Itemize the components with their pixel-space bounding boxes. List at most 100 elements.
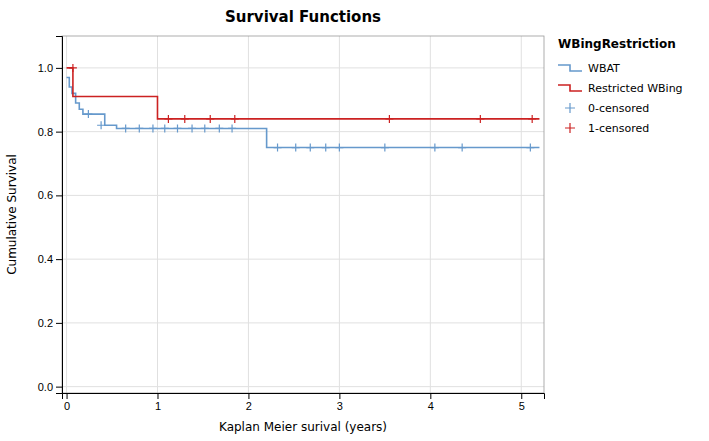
x-tick-label: 5 [519, 400, 525, 412]
legend-swatch [565, 103, 575, 113]
x-tick-label: 1 [155, 400, 161, 412]
grid-line-x [339, 36, 340, 393]
legend-item: 0-censored [565, 102, 649, 115]
censored-mark [458, 144, 466, 152]
x-tick: 0 [64, 393, 70, 412]
x-tick-label: 3 [337, 400, 343, 412]
censored-mark [335, 144, 343, 152]
y-tick: 0.0 [38, 381, 62, 393]
x-tick-mark [157, 393, 158, 399]
x-tick: 4 [428, 393, 434, 412]
censored-mark [164, 115, 172, 123]
y-tick-label: 1.0 [38, 62, 53, 74]
x-axis-line [63, 394, 545, 400]
legend-item: Restricted WBing [558, 82, 683, 95]
grid-line-y [62, 259, 544, 260]
x-tick: 5 [519, 393, 525, 412]
x-tick-mark [248, 393, 249, 399]
legend-label: WBAT [588, 62, 620, 75]
censored-mark [528, 115, 536, 123]
plot-area: 0 1 2 3 4 5 0.0 0.2 0.4 0.6 0.8 1.0 [38, 36, 545, 412]
censored-mark [385, 115, 393, 123]
censored-mark [476, 115, 484, 123]
censored-mark [188, 124, 196, 132]
legend-title: WBingRestriction [558, 37, 676, 51]
x-tick-mark [339, 393, 340, 399]
chart-title: Survival Functions [225, 8, 381, 26]
survival-curve [67, 68, 540, 119]
legend-label: 0-censored [588, 102, 649, 115]
y-tick-label: 0.0 [38, 381, 53, 393]
censored-mark [306, 144, 314, 152]
legend-label: 1-censored [588, 122, 649, 135]
y-tick-mark [56, 195, 62, 196]
x-tick-label: 4 [428, 400, 434, 412]
x-axis: 0 1 2 3 4 5 [63, 393, 545, 412]
grid-line-y [62, 386, 544, 387]
censored-mark [231, 115, 239, 123]
grid-line-x [521, 36, 522, 393]
y-tick: 0.8 [38, 126, 62, 138]
grid-line-x [157, 36, 158, 393]
x-tick-mark [67, 393, 68, 399]
x-tick-label: 0 [64, 400, 70, 412]
censored-mark [292, 144, 300, 152]
censored-mark [431, 144, 439, 152]
y-tick-label: 0.8 [38, 126, 53, 138]
censored-mark [122, 124, 130, 132]
censored-mark [228, 124, 236, 132]
censored-mark [381, 144, 389, 152]
censored-mark [526, 144, 534, 152]
censored-mark [161, 124, 169, 132]
x-tick-mark [430, 393, 431, 399]
x-tick: 2 [246, 393, 252, 412]
censored-mark [84, 110, 92, 118]
y-tick: 1.0 [38, 62, 62, 74]
plot-frame [62, 36, 544, 393]
chart-svg: 0 1 2 3 4 5 0.0 0.2 0.4 0.6 0.8 1.0 Survival Functio… [0, 0, 709, 441]
censored-mark [135, 124, 143, 132]
censored-mark [206, 115, 214, 123]
censored-mark [322, 144, 330, 152]
y-tick-mark [56, 259, 62, 260]
y-tick-mark [56, 68, 62, 69]
grid-line-x [248, 36, 249, 393]
legend-swatch [565, 123, 575, 133]
x-tick: 1 [155, 393, 161, 412]
y-tick-mark [56, 323, 62, 324]
censored-mark [149, 124, 157, 132]
grid [62, 36, 544, 393]
y-tick-label: 0.4 [38, 253, 53, 265]
y-tick: 0.2 [38, 317, 62, 329]
x-tick: 3 [337, 393, 343, 412]
y-tick: 0.6 [38, 189, 62, 201]
censored-mark [173, 124, 181, 132]
censored-mark [181, 115, 189, 123]
y-axis-title: Cumulative Survival [5, 154, 19, 275]
censored-mark [215, 124, 223, 132]
legend-label: Restricted WBing [588, 82, 683, 95]
marks [67, 64, 540, 152]
grid-line-x [430, 36, 431, 393]
y-tick-mark [56, 132, 62, 133]
censored-mark [201, 124, 209, 132]
x-tick-mark [521, 393, 522, 399]
y-tick: 0.4 [38, 253, 62, 265]
censored-mark [69, 64, 77, 72]
grid-line-y [62, 131, 544, 132]
legend: WBingRestriction WBAT Restricted WBing 0-ce… [558, 37, 683, 135]
legend-item: 1-censored [565, 122, 649, 135]
grid-line-y [62, 322, 544, 323]
y-tick-label: 0.2 [38, 317, 53, 329]
legend-swatch [558, 65, 582, 71]
y-tick-label: 0.6 [38, 189, 53, 201]
x-tick-label: 2 [246, 400, 252, 412]
grid-line-y [62, 67, 544, 68]
legend-item: WBAT [558, 62, 620, 75]
legend-swatch [558, 85, 582, 91]
y-tick-mark [56, 387, 62, 388]
censored-mark [274, 144, 282, 152]
grid-line-y [62, 195, 544, 196]
chart-container: 0 1 2 3 4 5 0.0 0.2 0.4 0.6 0.8 1.0 Survival Functio… [0, 0, 709, 441]
survival-curve [67, 77, 540, 147]
